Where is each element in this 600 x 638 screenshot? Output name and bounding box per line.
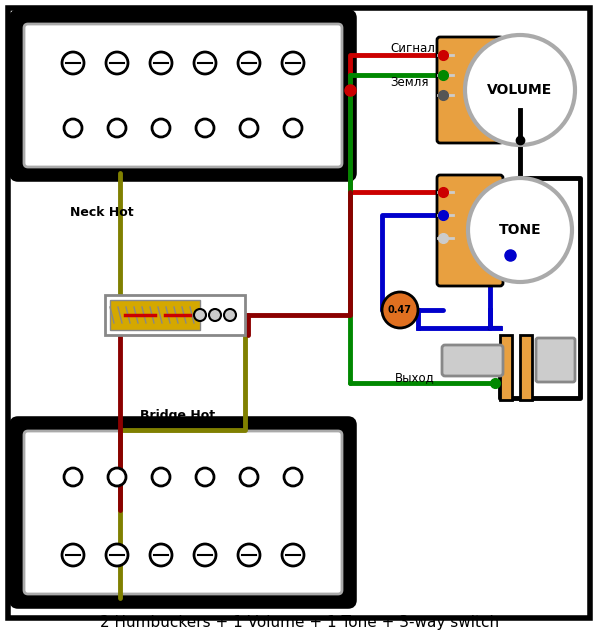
Circle shape [150, 544, 172, 566]
Circle shape [108, 468, 126, 486]
Circle shape [194, 52, 216, 74]
Circle shape [194, 309, 206, 321]
Text: TONE: TONE [499, 223, 541, 237]
Circle shape [382, 292, 418, 328]
Circle shape [465, 35, 575, 145]
Text: Neck Hot: Neck Hot [70, 207, 134, 219]
Text: Выход: Выход [395, 371, 435, 385]
Circle shape [284, 468, 302, 486]
Text: Земля: Земля [390, 75, 428, 89]
Circle shape [282, 544, 304, 566]
Circle shape [194, 544, 216, 566]
Circle shape [238, 544, 260, 566]
Circle shape [108, 119, 126, 137]
Circle shape [468, 178, 572, 282]
FancyBboxPatch shape [437, 175, 503, 286]
Text: 0.47: 0.47 [388, 305, 412, 315]
FancyBboxPatch shape [442, 345, 503, 376]
Circle shape [284, 119, 302, 137]
Text: 2 Humbuckers + 1 Volume + 1 Tone + 3-way switch: 2 Humbuckers + 1 Volume + 1 Tone + 3-way… [100, 614, 500, 630]
Bar [500, 335, 512, 400]
Text: Bridge Hot: Bridge Hot [140, 408, 215, 422]
Circle shape [238, 52, 260, 74]
Bar [105, 295, 245, 335]
Circle shape [64, 468, 82, 486]
Circle shape [240, 468, 258, 486]
Circle shape [106, 544, 128, 566]
FancyBboxPatch shape [536, 338, 575, 382]
FancyBboxPatch shape [437, 37, 503, 143]
Circle shape [106, 52, 128, 74]
Circle shape [152, 468, 170, 486]
Bar [110, 300, 200, 330]
Circle shape [209, 309, 221, 321]
FancyBboxPatch shape [24, 431, 342, 594]
Text: Сигнал: Сигнал [390, 41, 435, 54]
Circle shape [240, 119, 258, 137]
Circle shape [196, 468, 214, 486]
FancyBboxPatch shape [12, 419, 354, 606]
Circle shape [62, 52, 84, 74]
Bar [520, 335, 532, 400]
Circle shape [152, 119, 170, 137]
Circle shape [282, 52, 304, 74]
Circle shape [150, 52, 172, 74]
FancyBboxPatch shape [12, 12, 354, 179]
Circle shape [62, 544, 84, 566]
Circle shape [196, 119, 214, 137]
FancyBboxPatch shape [24, 24, 342, 167]
Circle shape [224, 309, 236, 321]
Circle shape [64, 119, 82, 137]
Text: VOLUME: VOLUME [487, 83, 553, 97]
